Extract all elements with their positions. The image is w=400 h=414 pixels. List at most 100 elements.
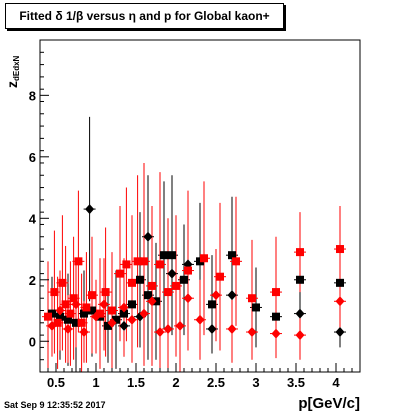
data-point-s3-p18 (227, 323, 237, 334)
y-tick-label-0: 0 (29, 334, 36, 349)
markers (44, 204, 345, 341)
data-point-s2-p13 (108, 306, 116, 315)
data-point-s3-p21 (295, 330, 305, 341)
data-point-s0-p12 (144, 291, 152, 300)
data-point-s0-p23 (336, 278, 344, 287)
data-point-s3-p9 (127, 314, 137, 325)
data-point-s2-p25 (216, 272, 224, 281)
data-point-s2-p21 (164, 288, 172, 297)
data-point-s2-p9 (82, 303, 91, 312)
data-point-s2-p22 (172, 281, 180, 290)
data-point-s3-p17 (211, 290, 221, 301)
data-point-s1-p6 (207, 323, 217, 334)
data-point-s0-p22 (296, 275, 304, 284)
data-point-s0-p4 (80, 309, 88, 318)
data-point-s3-p14 (175, 320, 185, 331)
data-point-s0-p5 (88, 306, 96, 315)
data-point-s2-p16 (128, 278, 136, 287)
data-point-s1-p9 (335, 327, 345, 338)
x-tick-label-2: 1.5 (127, 375, 145, 390)
x-tick-label-3: 2 (172, 375, 179, 390)
data-point-s3-p3 (71, 299, 81, 310)
x-tick-label-1: 1 (92, 375, 99, 390)
y-axis-label: zdEdxN (4, 56, 21, 88)
data-point-s0-p11 (136, 275, 144, 284)
data-point-s2-p26 (232, 257, 240, 266)
data-point-s2-p20 (156, 260, 164, 269)
data-point-s0-p7 (104, 321, 112, 330)
data-point-s2-p8 (77, 318, 86, 327)
data-point-s2-p6 (69, 294, 78, 303)
data-point-s2-p15 (122, 260, 131, 269)
data-point-s2-p24 (200, 254, 208, 263)
x-tick-label-6: 3.5 (287, 375, 305, 390)
data-point-s2-p19 (148, 281, 156, 290)
data-point-s2-p28 (272, 288, 280, 297)
timestamp: Sat Sep 9 12:35:52 2017 (4, 400, 106, 410)
y-tick-label-2: 4 (29, 211, 37, 226)
data-point-s3-p22 (335, 296, 345, 307)
x-axis-label: p[GeV/c] (298, 395, 360, 412)
data-point-s2-p7 (74, 257, 83, 266)
x-tick-label-4: 2.5 (207, 375, 225, 390)
data-point-s3-p16 (195, 314, 205, 325)
data-point-s2-p18 (140, 257, 148, 266)
data-point-s2-p11 (96, 309, 104, 318)
data-point-s3-p4 (79, 327, 89, 338)
data-point-s0-p10 (128, 300, 136, 309)
data-point-s2-p14 (116, 269, 124, 278)
data-point-s1-p1 (119, 320, 129, 331)
data-point-s2-p0 (44, 312, 52, 321)
data-point-s3-p5 (91, 311, 101, 322)
data-point-s0-p20 (252, 303, 260, 312)
data-point-s3-p1 (55, 305, 65, 316)
data-point-s2-p4 (61, 300, 70, 309)
y-tick-label-4: 8 (29, 88, 36, 103)
data-point-s2-p1 (50, 288, 59, 297)
data-point-s3-p6 (99, 299, 109, 310)
chart-title: Fitted δ 1/β versus η and p for Global k… (5, 3, 284, 29)
data-point-s3-p15 (183, 293, 193, 304)
data-point-s0-p8 (112, 315, 120, 324)
data-point-s1-p3 (143, 231, 153, 242)
data-point-s2-p29 (296, 248, 304, 257)
data-point-s1-p8 (295, 308, 305, 319)
data-point-s3-p13 (163, 323, 173, 334)
data-point-s3-p2 (63, 323, 73, 334)
data-point-s2-p12 (101, 288, 110, 297)
data-point-s2-p2 (53, 318, 62, 327)
data-point-s0-p14 (160, 251, 168, 260)
x-tick-label-7: 4 (332, 375, 340, 390)
data-point-s2-p17 (133, 257, 142, 266)
data-point-s0-p3 (72, 318, 80, 327)
data-point-s3-p11 (147, 296, 157, 307)
data-point-s0-p1 (56, 312, 64, 321)
data-point-s2-p10 (88, 291, 96, 300)
data-point-s2-p5 (66, 309, 75, 318)
data-point-s3-p10 (139, 308, 149, 319)
data-point-s0-p16 (180, 275, 188, 284)
data-point-s3-p12 (155, 327, 165, 338)
data-point-s3-p19 (247, 327, 257, 338)
data-point-s2-p23 (184, 266, 192, 275)
data-point-s3-p0 (47, 320, 57, 331)
y-axis-label-main: z (4, 81, 20, 88)
data-point-s0-p21 (272, 312, 280, 321)
data-point-s3-p7 (107, 317, 117, 328)
data-point-s1-p0 (85, 204, 95, 215)
x-tick-label-5: 3 (252, 375, 259, 390)
data-point-s1-p4 (167, 268, 177, 279)
data-point-s2-p30 (336, 245, 344, 254)
data-point-s2-p27 (248, 294, 256, 303)
data-point-s3-p20 (271, 328, 281, 339)
data-point-s1-p7 (227, 290, 237, 301)
data-point-s0-p15 (168, 251, 176, 260)
axes: 0.5 1 1.5 2 2.5 3 3.5 4 0 2 4 6 8 (29, 39, 361, 390)
data-point-s0-p19 (228, 251, 236, 260)
y-tick-label-3: 6 (29, 150, 36, 165)
data-point-s3-p8 (119, 302, 129, 313)
x-tick-label-0: 0.5 (47, 375, 65, 390)
data-point-s0-p9 (120, 309, 128, 318)
y-tick-label-1: 2 (29, 273, 36, 288)
